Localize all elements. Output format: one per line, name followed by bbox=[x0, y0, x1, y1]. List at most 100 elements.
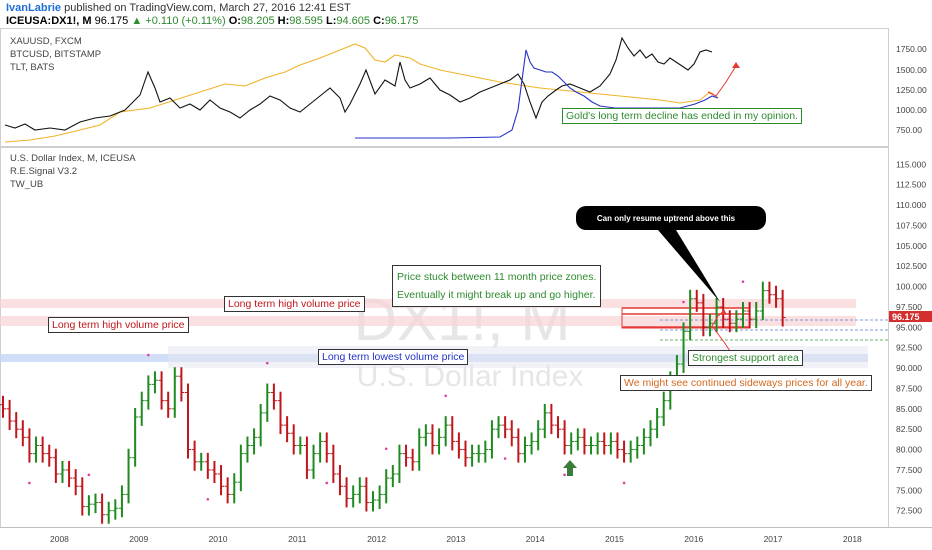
change-value: +0.110 (+0.11%) bbox=[145, 15, 226, 27]
ohlc-bar bbox=[601, 432, 608, 455]
ohlc-bar bbox=[277, 391, 284, 435]
ohlc-bar bbox=[370, 491, 376, 512]
ohlc-bar bbox=[323, 432, 330, 463]
ohlc-bar bbox=[574, 428, 581, 451]
ohlc-line: ICEUSA:DX1!, M 96.175 ▲ +0.110 (+0.11%) … bbox=[6, 15, 418, 27]
ohlc-bar bbox=[356, 477, 363, 504]
top-y-tick: 1000.00 bbox=[896, 105, 927, 115]
high-label: H: bbox=[277, 15, 290, 27]
ohlc-bar bbox=[118, 485, 125, 518]
high-value: 98.595 bbox=[289, 15, 323, 27]
ohlc-bar bbox=[647, 420, 654, 447]
arrowhead-up-icon bbox=[720, 309, 727, 315]
ohlc-bar bbox=[26, 428, 33, 463]
signal-dot bbox=[444, 394, 447, 398]
ohlc-bar bbox=[99, 493, 106, 524]
indicator-label-resignal: R.E.Signal V3.2 bbox=[10, 166, 77, 177]
ohlc-bar bbox=[700, 293, 707, 337]
price-stuck-box: Price stuck between 11 month price zones… bbox=[392, 265, 602, 307]
high-volume-zone-lower bbox=[0, 316, 856, 326]
ohlc-bar bbox=[515, 428, 522, 463]
main-y-axis: 72.500 75.000 77.500 80.000 82.500 85.000 87.5… bbox=[896, 159, 927, 515]
x-tick-label: 2013 bbox=[446, 534, 465, 544]
ohlc-bar bbox=[733, 310, 740, 333]
y-tick-label: 80.000 bbox=[896, 445, 922, 455]
ohlc-bar bbox=[191, 440, 198, 471]
y-tick-label: 82.500 bbox=[896, 424, 922, 434]
ohlc-bar bbox=[660, 391, 667, 426]
y-tick-label: 97.500 bbox=[896, 302, 922, 312]
signal-dot bbox=[682, 300, 685, 304]
ohlc-bar bbox=[773, 285, 780, 308]
y-tick-label: 110.000 bbox=[896, 200, 926, 210]
ohlc-bar bbox=[33, 436, 40, 463]
ohlc-bar bbox=[66, 460, 73, 488]
ohlc-bar bbox=[759, 281, 766, 320]
y-tick-label: 105.000 bbox=[896, 241, 927, 251]
ohlc-bar bbox=[495, 416, 502, 439]
ohlc-bar bbox=[442, 416, 449, 447]
ohlc-bar bbox=[521, 436, 528, 463]
arrowhead-top-icon bbox=[732, 62, 740, 68]
ohlc-bar bbox=[138, 391, 145, 426]
high-volume-label-1: Long term high volume price bbox=[224, 296, 365, 312]
ohlc-bar bbox=[469, 444, 476, 467]
ohlc-bar bbox=[376, 485, 383, 510]
x-tick-label: 2009 bbox=[129, 534, 148, 544]
ohlc-bar bbox=[403, 444, 410, 467]
ohlc-bar bbox=[204, 452, 211, 479]
ohlc-bar bbox=[568, 432, 575, 455]
ohlc-bar bbox=[257, 403, 264, 447]
y-tick-label: 77.500 bbox=[896, 465, 922, 475]
ohlc-bar bbox=[706, 314, 713, 337]
ohlc-bar bbox=[244, 436, 251, 463]
x-tick-label: 2011 bbox=[288, 534, 307, 544]
x-tick-label: 2012 bbox=[367, 534, 386, 544]
price-tag: 96.175 bbox=[892, 312, 920, 322]
price-stuck-line1: Price stuck between 11 month price zones… bbox=[397, 271, 597, 283]
ohlc-bar bbox=[436, 428, 443, 455]
publish-info: published on TradingView.com, March 27, … bbox=[61, 2, 351, 14]
projection-arrow-top bbox=[707, 65, 737, 97]
ohlc-bar bbox=[607, 432, 614, 455]
ohlc-bar bbox=[581, 428, 588, 455]
y-tick-label: 115.000 bbox=[896, 159, 926, 169]
ohlc-bar bbox=[151, 371, 158, 394]
ohlc-bar bbox=[621, 440, 628, 463]
ohlc-bar bbox=[218, 465, 225, 496]
gold-annotation: Gold's long term decline has ended in my… bbox=[562, 108, 802, 124]
x-tick-label: 2016 bbox=[684, 534, 703, 544]
publish-line: IvanLabrie published on TradingView.com,… bbox=[6, 2, 351, 14]
y-tick-label: 75.000 bbox=[896, 485, 922, 495]
ohlc-bar bbox=[502, 416, 509, 439]
sideways-label: We might see continued sideways prices f… bbox=[620, 375, 872, 391]
ohlc-bar bbox=[422, 424, 429, 447]
signal-dot bbox=[622, 481, 626, 485]
ohlc-bar bbox=[753, 302, 760, 329]
signal-dot bbox=[384, 447, 388, 451]
ohlc-bar bbox=[779, 289, 786, 327]
ohlc-bar bbox=[693, 289, 700, 312]
ohlc-bar bbox=[475, 444, 482, 463]
ohlc-bar bbox=[297, 436, 304, 455]
ohlc-bar bbox=[0, 395, 6, 418]
ohlc-bar bbox=[462, 440, 469, 467]
ohlc-bar bbox=[594, 432, 601, 455]
callout-bubble bbox=[576, 206, 766, 302]
top-pane-frame bbox=[0, 28, 889, 147]
y-tick-label: 102.500 bbox=[896, 261, 927, 271]
ohlc-bar bbox=[224, 477, 231, 504]
symbol-label: ICEUSA:DX1!, M bbox=[6, 15, 92, 27]
ohlc-bar bbox=[165, 391, 172, 418]
ohlc-bar bbox=[79, 477, 86, 516]
ohlc-bar bbox=[185, 383, 191, 459]
ohlc-bar bbox=[231, 473, 238, 504]
author-link[interactable]: IvanLabrie bbox=[6, 2, 62, 14]
signal-dot bbox=[503, 457, 507, 460]
ohlc-bar bbox=[746, 302, 753, 329]
ohlc-bar bbox=[680, 322, 687, 373]
y-tick-label: 72.500 bbox=[896, 506, 922, 516]
price-bars bbox=[0, 281, 786, 524]
green-up-arrow-icon bbox=[563, 460, 577, 476]
ohlc-bar bbox=[336, 465, 343, 496]
